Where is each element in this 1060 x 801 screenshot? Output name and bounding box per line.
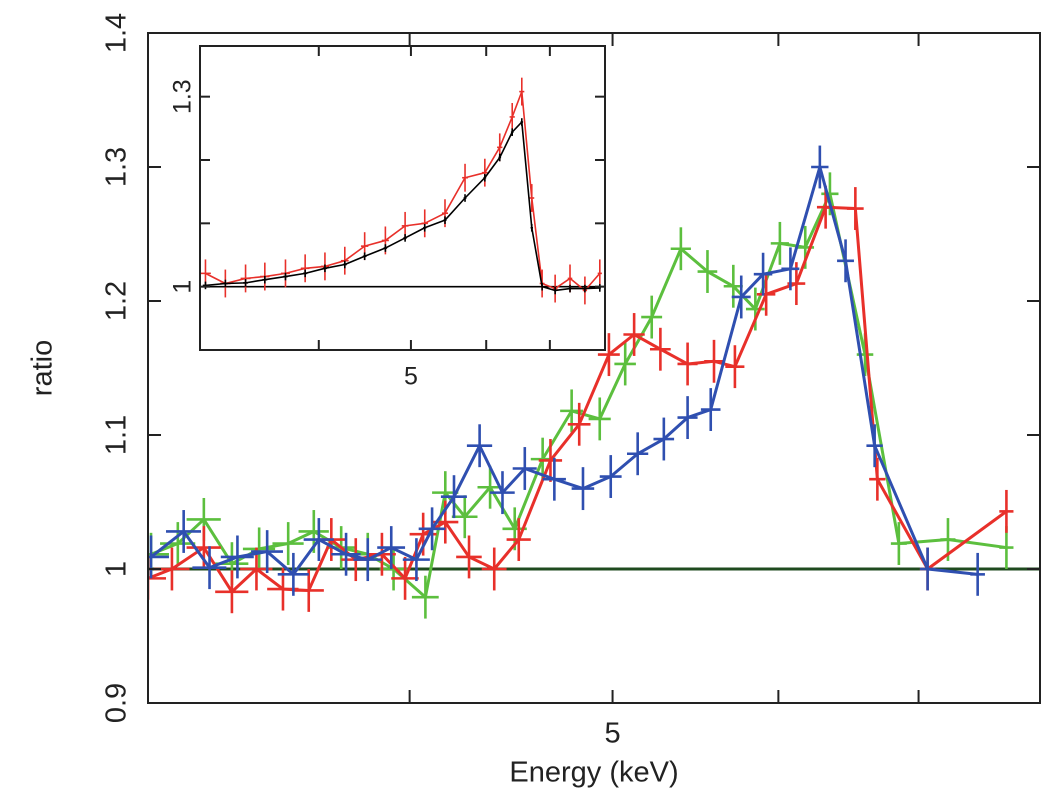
data-line [150,165,978,576]
x-axis-label: Energy (keV) [509,757,678,789]
inset-chart: 511.3 [169,45,606,391]
data-line [205,121,600,292]
y-tick-label: 0.9 [101,683,133,723]
y-tick-label: 1.3 [169,79,197,114]
y-tick-label: 1.1 [101,415,133,455]
plot-area [200,77,605,305]
y-tick-label: 1.2 [101,281,133,321]
y-tick-label: 1 [101,561,133,577]
x-tick-label: 5 [604,718,620,750]
main-chart: 5 0.9 1 1.1 1.2 1.3 1.4 [101,13,1041,750]
y-axis-label: ratio [27,340,59,396]
y-tick-label: 1 [169,280,197,294]
data-line [150,192,1007,599]
inset-background [200,46,605,350]
data-line [205,90,601,292]
data-line [148,205,1008,594]
axes-frame [147,32,1041,704]
axes-frame [199,45,606,351]
x-tick-label: 5 [404,363,418,391]
plot-area [148,145,1040,619]
y-tick-label: 1.3 [101,147,133,187]
y-tick-label: 1.4 [101,13,133,53]
